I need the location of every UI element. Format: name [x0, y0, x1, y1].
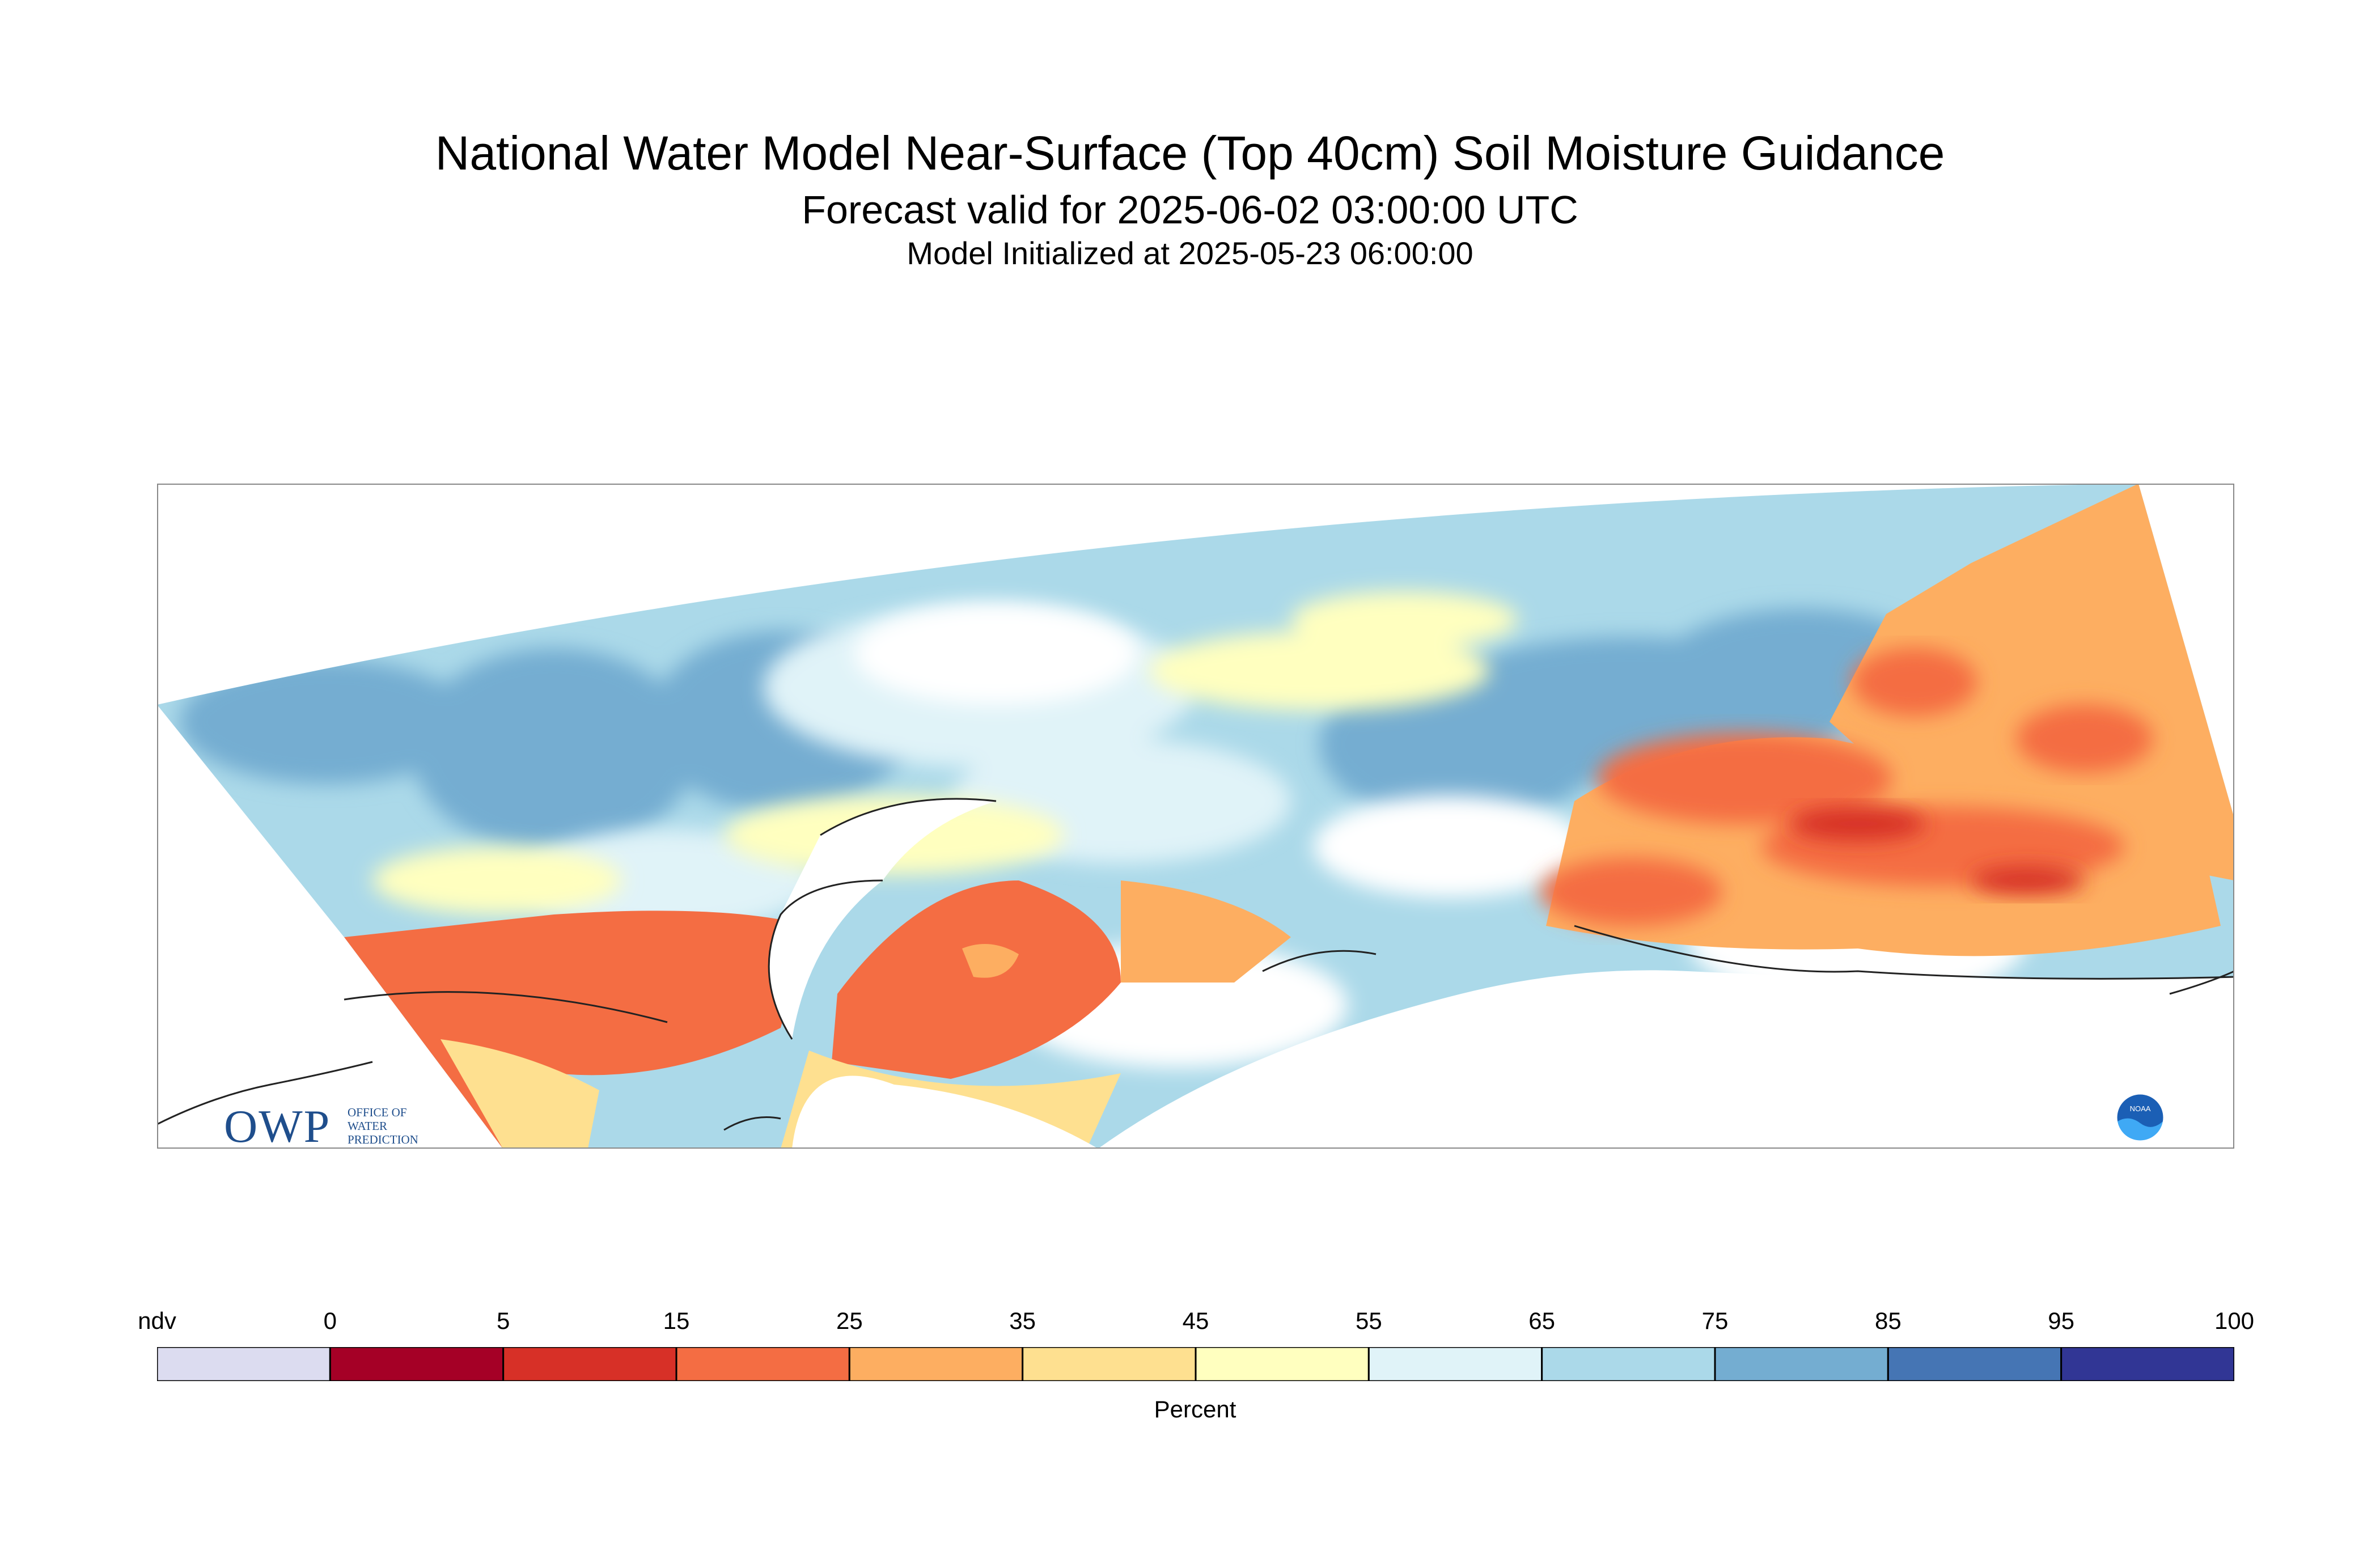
colorbar-swatch [329, 1347, 505, 1381]
colorbar-swatch [2060, 1347, 2234, 1381]
soil-moisture-map [157, 484, 2234, 1149]
colorbar-tick-label: 0 [323, 1307, 337, 1334]
colorbar-tick-label: 75 [1701, 1307, 1729, 1334]
owp-line-1: OFFICE OF [348, 1106, 407, 1119]
colorbar-swatch [848, 1347, 1024, 1381]
colorbar-tick-label: ndv [138, 1307, 176, 1334]
colorbar-label: Percent [1154, 1396, 1236, 1422]
colorbar-tick-label: 5 [496, 1307, 510, 1334]
map-frame [157, 484, 2234, 1149]
noaa-logo: NOAA [2115, 1093, 2165, 1142]
colorbar-tick-label: 100 [2214, 1307, 2255, 1334]
colorbar-swatch [1367, 1347, 1543, 1381]
map-title: National Water Model Near-Surface (Top 4… [435, 126, 1945, 180]
colorbar-swatch [1022, 1347, 1197, 1381]
colorbar [157, 1347, 2234, 1381]
colorbar-tick-label: 15 [663, 1307, 690, 1334]
colorbar-swatch [157, 1347, 331, 1381]
noaa-logo-text: NOAA [2130, 1104, 2151, 1113]
coastlines [157, 798, 2234, 1131]
owp-line-2: WATER [348, 1119, 387, 1133]
colorbar-tick-label: 55 [1355, 1307, 1382, 1334]
owp-line-3: PREDICTION [348, 1133, 418, 1146]
colorbar-tick-label: 65 [1528, 1307, 1556, 1334]
colorbar-tick-label: 45 [1182, 1307, 1209, 1334]
colorbar-tick-label: 95 [2048, 1307, 2075, 1334]
colorbar-swatch [675, 1347, 850, 1381]
colorbar-swatch [502, 1347, 677, 1381]
owp-logo-text: OWP [224, 1100, 331, 1152]
colorbar-tick-label: 35 [1009, 1307, 1036, 1334]
colorbar-tick-label: 85 [1874, 1307, 1902, 1334]
colorbar-tick-label: 25 [836, 1307, 863, 1334]
colorbar-swatch [1887, 1347, 2063, 1381]
colorbar-swatch [1714, 1347, 1889, 1381]
colorbar-swatch [1541, 1347, 1716, 1381]
map-subtitle: Forecast valid for 2025-06-02 03:00:00 U… [802, 188, 1578, 232]
model-init-line: Model Initialized at 2025-05-23 06:00:00 [907, 235, 1473, 271]
colorbar-swatch [1195, 1347, 1370, 1381]
inlet [769, 799, 996, 1039]
